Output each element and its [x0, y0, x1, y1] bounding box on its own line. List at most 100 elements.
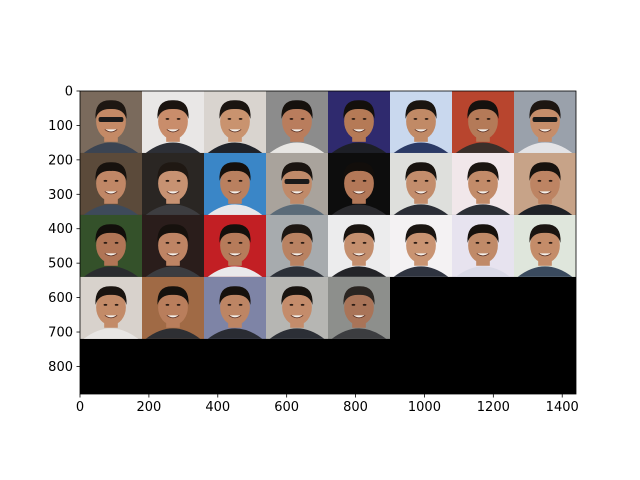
y-tick-label: 400: [48, 222, 73, 237]
shirt: [455, 142, 511, 153]
right-eye: [486, 179, 491, 182]
face: [282, 103, 312, 140]
shirt: [393, 142, 449, 153]
left-eye: [227, 117, 232, 120]
shirt: [517, 142, 573, 153]
y-tick-label: 0: [65, 85, 73, 100]
left-eye: [227, 241, 232, 244]
left-eye: [289, 303, 294, 306]
face-thumbnail: [514, 91, 576, 153]
face: [158, 227, 188, 264]
x-tick-label: 200: [136, 400, 161, 415]
face: [406, 103, 436, 140]
face: [282, 227, 312, 264]
x-tick-label: 1200: [477, 400, 510, 415]
face: [158, 165, 188, 202]
face-thumbnail: [266, 276, 328, 339]
face: [406, 165, 436, 202]
hair: [157, 162, 189, 181]
face-thumbnail: [204, 91, 266, 153]
face: [96, 227, 126, 264]
y-tick-label: 700: [48, 326, 73, 341]
hair: [281, 162, 313, 181]
left-eye: [103, 303, 108, 306]
sunglasses: [532, 117, 558, 122]
sunglasses: [98, 117, 124, 122]
shirt: [83, 328, 139, 339]
smile: [476, 129, 490, 133]
x-tick-label: 1000: [408, 400, 441, 415]
hair: [95, 224, 127, 243]
shirt: [393, 266, 449, 277]
face-thumbnail: [142, 214, 204, 277]
face-thumbnail: [204, 214, 266, 277]
face: [220, 227, 250, 264]
right-eye: [238, 179, 243, 182]
shirt: [207, 204, 263, 215]
smile: [228, 315, 242, 319]
right-eye: [176, 241, 181, 244]
face-thumbnail: [80, 214, 142, 277]
face-thumbnail: [80, 276, 142, 339]
face-thumbnail: [80, 91, 142, 153]
right-eye: [176, 117, 181, 120]
face-thumbnail: [390, 152, 452, 215]
face: [468, 165, 498, 202]
hair: [281, 286, 313, 305]
hair: [95, 162, 127, 181]
face: [344, 227, 374, 264]
face: [468, 227, 498, 264]
hair: [219, 100, 251, 119]
face: [344, 103, 374, 140]
smile: [228, 191, 242, 195]
left-eye: [351, 241, 356, 244]
face-thumbnail: [514, 152, 576, 215]
face: [96, 289, 126, 326]
y-tick-label: 600: [48, 291, 73, 306]
face: [220, 103, 250, 140]
left-eye: [351, 179, 356, 182]
right-eye: [362, 117, 367, 120]
smile: [166, 129, 180, 133]
right-eye: [424, 117, 429, 120]
shirt: [145, 266, 201, 277]
left-eye: [103, 241, 108, 244]
right-eye: [238, 241, 243, 244]
right-eye: [548, 179, 553, 182]
face: [406, 227, 436, 264]
shirt: [145, 328, 201, 339]
shirt: [331, 142, 387, 153]
left-eye: [537, 179, 542, 182]
hair: [467, 162, 499, 181]
face-thumbnail: [204, 276, 266, 339]
face-thumbnail: [266, 214, 328, 277]
hair: [219, 286, 251, 305]
hair: [343, 100, 375, 119]
left-eye: [289, 117, 294, 120]
right-eye: [300, 303, 305, 306]
right-eye: [114, 179, 119, 182]
x-tick-label: 600: [274, 400, 299, 415]
face: [468, 103, 498, 140]
right-eye: [362, 241, 367, 244]
face: [96, 165, 126, 202]
hair: [529, 224, 561, 243]
left-eye: [413, 241, 418, 244]
hair: [281, 224, 313, 243]
right-eye: [300, 241, 305, 244]
right-eye: [362, 303, 367, 306]
smile: [538, 129, 552, 133]
smile: [104, 315, 118, 319]
smile: [290, 315, 304, 319]
smile: [290, 253, 304, 257]
right-eye: [238, 303, 243, 306]
left-eye: [537, 241, 542, 244]
left-eye: [165, 179, 170, 182]
y-tick-label: 500: [48, 257, 73, 272]
face-thumbnail: [266, 152, 328, 215]
shirt: [83, 266, 139, 277]
smile: [414, 253, 428, 257]
face-thumbnail: [142, 91, 204, 153]
hair: [529, 100, 561, 119]
x-tick-label: 400: [205, 400, 230, 415]
